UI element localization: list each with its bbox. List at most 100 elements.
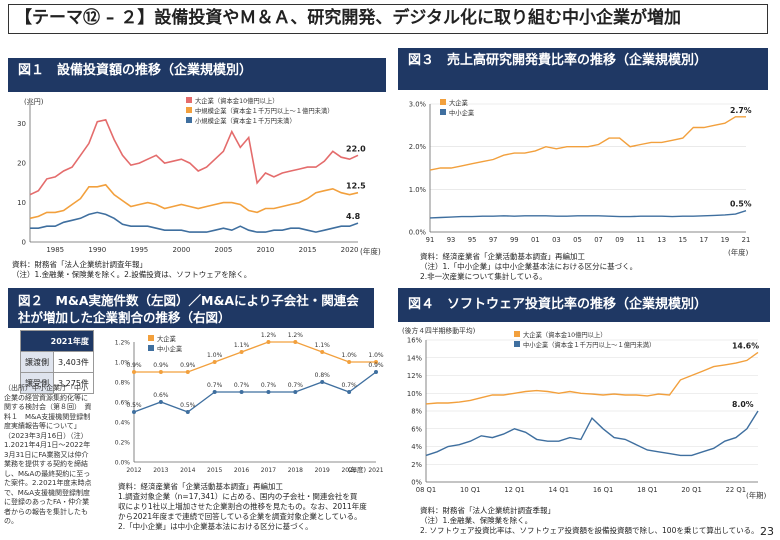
y-tick-label: 0.2% xyxy=(115,440,131,447)
y-tick-label: 3.0% xyxy=(409,101,427,109)
x-axis-label: (年度) xyxy=(348,465,366,474)
y-tick-label: 16% xyxy=(407,337,423,345)
ma-table-key: 譲受側 xyxy=(20,372,54,394)
data-point xyxy=(239,350,244,354)
end-value-label: 12.5 xyxy=(346,182,366,191)
x-tick-label: 08 Q1 xyxy=(416,486,436,494)
fig4-chart: 0% 2% 4% 6% 8% 10% 12% 14% 16% 08 Q1 10 Q1 12 Q1 14 … xyxy=(402,326,766,500)
legend-swatch xyxy=(186,97,192,103)
data-point xyxy=(374,360,378,364)
legend-swatch xyxy=(186,107,192,113)
data-label: 0.7% xyxy=(261,382,277,389)
data-point xyxy=(132,370,136,374)
fig1-header: 図１ 設備投資額の推移（企業規模別） xyxy=(8,58,386,92)
legend-label: 中小企業 xyxy=(157,344,183,353)
x-tick-label: 22 Q1 xyxy=(726,486,746,494)
fig3-footnote-2: 2.非一次産業について集計している。 xyxy=(420,272,547,281)
ma-table-value: 3,275件 xyxy=(53,372,94,394)
ma-table-key: 譲渡側 xyxy=(20,351,54,373)
x-tick-label: 21 xyxy=(742,236,751,244)
x-tick-label: 2014 xyxy=(180,467,195,474)
data-label: 1.0% xyxy=(341,352,357,359)
y-tick-label: 14% xyxy=(407,354,423,362)
data-point xyxy=(212,360,217,364)
x-tick-label: 2019 xyxy=(315,467,330,474)
fig1-source: 資料：財務省「法人企業統計調査年報」 xyxy=(12,260,147,269)
y-tick-label: 0% xyxy=(411,479,422,487)
fig4-footnote-1: （注）1.金融業、保険業を除く。 xyxy=(420,516,533,525)
data-label: 1.0% xyxy=(207,352,223,359)
data-label: 0.6% xyxy=(153,392,169,399)
data-label: 0.7% xyxy=(341,382,357,389)
legend-swatch xyxy=(514,341,520,347)
x-tick-label: 2015 xyxy=(299,246,317,254)
x-tick-label: 05 xyxy=(573,236,582,244)
data-label: 0.9% xyxy=(180,362,196,369)
page-title: 【テーマ⑫ – ２】設備投資やＭ＆Ａ、研究開発、デジタル化に取り組む中小企業が増… xyxy=(8,4,768,34)
fig3-chart: 0.0% 1.0% 2.0% 3.0% 91 93 95 97 99 01 03 05 07 09 11 13… xyxy=(409,98,752,257)
fig2-source: 資料：経済産業省「企業活動基本調査」再編加工 xyxy=(118,482,283,491)
end-value-label: 8.0% xyxy=(732,400,754,409)
data-point xyxy=(239,390,244,394)
data-point xyxy=(320,380,325,384)
x-tick-label: 95 xyxy=(468,236,477,244)
data-point xyxy=(266,340,271,344)
data-label: 0.7% xyxy=(288,382,304,389)
end-value-label: 14.6% xyxy=(732,341,759,350)
data-label: 1.2% xyxy=(288,332,304,339)
y-tick-label: 2% xyxy=(411,461,422,469)
y-tick-label: 0.8% xyxy=(115,380,131,387)
x-tick-label: 2020 xyxy=(341,246,359,254)
legend-swatch xyxy=(186,117,192,123)
legend-label: 中小企業（資本金１千万円以上～１億円未満） xyxy=(523,340,655,349)
y-axis-label: (兆円) xyxy=(24,97,44,106)
data-label: 0.9% xyxy=(126,362,142,369)
data-point xyxy=(132,410,136,414)
y-tick-label: 12% xyxy=(407,372,423,380)
fig1-footnote: （注）1.金融業・保険業を除く。2.設備投資は、ソフトウェアを除く。 xyxy=(12,270,252,279)
y-tick-label: 6% xyxy=(411,425,422,433)
y-tick-label: 0 xyxy=(22,239,26,247)
x-axis-label: (年期) xyxy=(746,491,766,500)
x-tick-label: 2015 xyxy=(207,467,222,474)
x-tick-label: 11 xyxy=(636,236,645,244)
fig3-source: 資料：経済産業省「企業活動基本調査」再編加工 xyxy=(420,252,585,261)
legend-swatch xyxy=(440,109,446,115)
data-label: 0.5% xyxy=(126,402,142,409)
x-tick-label: 2013 xyxy=(153,467,168,474)
data-label: 0.9% xyxy=(368,362,384,369)
data-point xyxy=(374,370,378,374)
y-tick-label: 1.0% xyxy=(115,360,131,367)
x-tick-label: 1990 xyxy=(88,246,106,254)
x-tick-label: 2016 xyxy=(234,467,249,474)
fig4-header: 図４ ソフトウェア投資比率の推移（企業規模別） xyxy=(398,288,770,322)
legend-swatch xyxy=(148,345,154,351)
x-tick-label: 19 xyxy=(721,236,730,244)
x-tick-label: 93 xyxy=(447,236,456,244)
x-tick-label: 1985 xyxy=(46,246,64,254)
fig3-header: 図３ 売上高研究開発費比率の推移（企業規模別） xyxy=(398,48,768,90)
data-label: 1.1% xyxy=(315,342,331,349)
data-label: 0.9% xyxy=(153,362,169,369)
end-value-label: 0.5% xyxy=(730,200,752,209)
series-line xyxy=(133,371,377,413)
series-line xyxy=(425,351,759,405)
x-tick-label: 20 Q1 xyxy=(681,486,701,494)
data-label: 0.5% xyxy=(180,402,196,409)
y-tick-label: 10 xyxy=(17,199,26,207)
x-tick-label: 07 xyxy=(594,236,603,244)
series-line xyxy=(134,341,376,373)
data-label: 0.7% xyxy=(207,382,223,389)
data-point xyxy=(158,370,163,374)
series-line xyxy=(429,116,746,171)
data-point xyxy=(293,390,298,394)
x-tick-label: 91 xyxy=(426,236,435,244)
x-tick-label: 01 xyxy=(531,236,540,244)
y-tick-label: 0.4% xyxy=(115,420,131,427)
x-tick-label: 17 xyxy=(700,236,709,244)
ma-table-value: 3,403件 xyxy=(53,351,94,373)
y-tick-label: 2.0% xyxy=(409,143,427,151)
x-tick-label: 2010 xyxy=(257,246,275,254)
fig2-footnote-2: 収により1社以上増加させた企業割合の推移を見たもの。なお、2011年度 xyxy=(118,502,367,511)
legend-label: 中小企業 xyxy=(449,108,475,117)
